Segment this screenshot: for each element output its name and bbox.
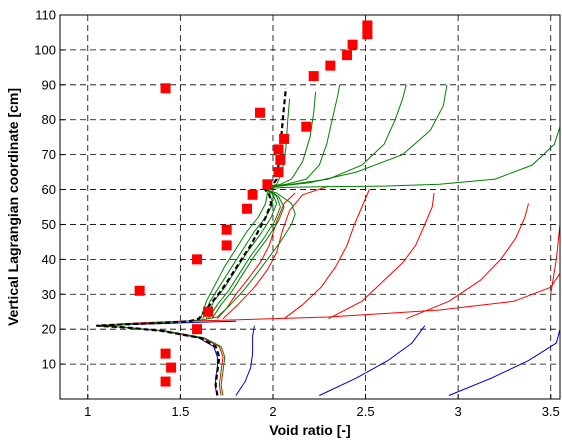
data-marker-6 [192, 254, 203, 265]
red-series-line-5 [217, 192, 296, 320]
y-tick-label: 80 [42, 112, 56, 127]
data-marker-18 [160, 83, 171, 94]
data-marker-7 [221, 240, 232, 251]
y-tick-label: 50 [42, 217, 56, 232]
red-series-line-10 [550, 196, 560, 295]
data-marker-5 [134, 285, 145, 296]
x-tick-label: 1.5 [171, 404, 189, 419]
red-series-line-9 [406, 203, 529, 320]
data-marker-24 [362, 20, 373, 31]
data-marker-9 [242, 203, 253, 214]
data-marker-14 [273, 144, 284, 155]
y-tick-label: 40 [42, 252, 56, 267]
y-tick-label: 30 [42, 287, 56, 302]
x-axis-title: Void ratio [-] [269, 422, 350, 438]
grid-lines [60, 15, 560, 399]
y-tick-label: 100 [34, 42, 56, 57]
x-tick-label: 3.5 [542, 404, 560, 419]
x-tick-label: 2.5 [357, 404, 375, 419]
blue-series-line-3 [448, 329, 560, 396]
data-marker-15 [279, 133, 290, 144]
black-series-line-17 [95, 88, 287, 396]
data-marker-10 [247, 189, 258, 200]
y-tick-label: 90 [42, 77, 56, 92]
data-marker-20 [325, 60, 336, 71]
data-marker-19 [308, 71, 319, 82]
axis-ticks [60, 14, 552, 399]
green-series-line-13 [207, 84, 407, 319]
data-marker-0 [160, 376, 171, 387]
marker-layer [134, 20, 373, 387]
data-marker-11 [262, 179, 273, 190]
data-marker-21 [342, 50, 353, 61]
red-series-line-6 [222, 185, 329, 320]
data-marker-3 [192, 324, 203, 335]
y-tick-label: 60 [42, 182, 56, 197]
green-series-line-11 [96, 126, 560, 396]
blue-series-line-2 [319, 325, 426, 396]
data-marker-8 [221, 224, 232, 235]
y-axis-title: Vertical Lagrangian coordinate [cm] [5, 88, 21, 326]
data-marker-23 [362, 29, 373, 40]
data-marker-22 [347, 39, 358, 50]
plot-frame [59, 14, 561, 400]
data-marker-16 [301, 121, 312, 132]
plot-area [95, 20, 560, 396]
series-layer [95, 84, 560, 396]
data-marker-13 [275, 154, 286, 165]
data-marker-4 [203, 306, 214, 317]
red-series-line-7 [283, 189, 370, 320]
data-marker-17 [255, 107, 265, 118]
data-marker-12 [273, 167, 284, 178]
x-tick-label: 3 [455, 404, 462, 419]
red-series-line-8 [328, 192, 435, 320]
blue-series-line-1 [235, 325, 255, 396]
green-series-line-12 [211, 84, 341, 319]
y-tick-label: 10 [42, 357, 56, 372]
data-marker-2 [160, 348, 171, 359]
x-tick-label: 2 [269, 404, 276, 419]
x-tick-label: 1 [84, 404, 91, 419]
y-tick-label: 70 [42, 147, 56, 162]
green-series-line-14 [205, 84, 448, 319]
tick-labels: 1 1.5 2 2.5 3 3.5 10 20 30 40 50 60 70 80 90 100 110 [34, 8, 559, 420]
y-tick-label: 20 [42, 322, 56, 337]
green-series-line-15 [202, 91, 317, 319]
y-tick-label: 110 [35, 8, 56, 23]
data-marker-1 [166, 362, 177, 373]
